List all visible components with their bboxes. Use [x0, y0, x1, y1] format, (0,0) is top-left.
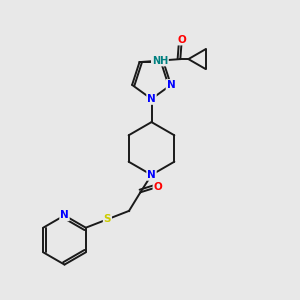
Text: O: O: [153, 182, 162, 192]
Text: S: S: [104, 214, 111, 224]
Text: N: N: [167, 80, 175, 90]
Text: O: O: [177, 34, 186, 45]
Text: N: N: [60, 210, 69, 220]
Text: N: N: [147, 170, 156, 180]
Text: NH: NH: [152, 56, 168, 66]
Text: N: N: [147, 94, 156, 104]
